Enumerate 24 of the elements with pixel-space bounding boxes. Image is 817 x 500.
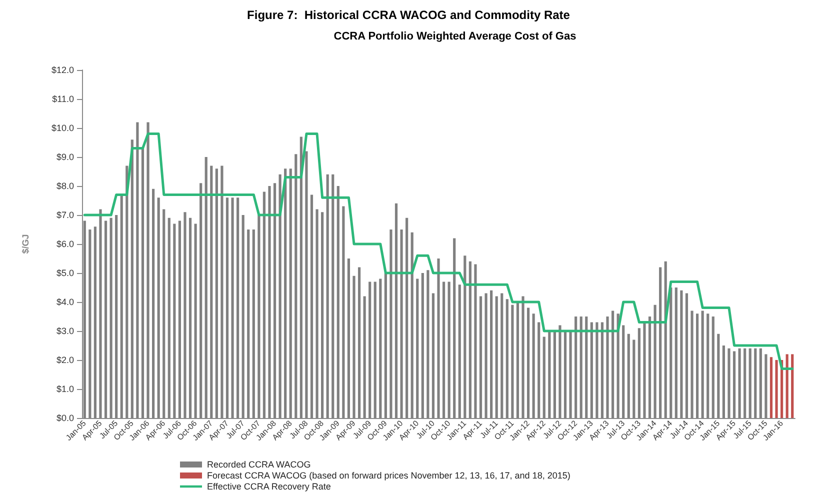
y-tick-label: $3.0 [56, 326, 74, 336]
bar [791, 354, 794, 418]
y-tick-label: $0.0 [56, 413, 74, 423]
y-tick-label: $12.0 [51, 65, 74, 75]
y-tick-label: $9.0 [56, 152, 74, 162]
chart-subtitle: CCRA Portfolio Weighted Average Cost of Gas [334, 30, 576, 42]
y-tick-label: $7.0 [56, 210, 74, 220]
line-series [83, 132, 794, 370]
y-tick-label: $11.0 [52, 94, 74, 104]
y-tick-label: $6.0 [56, 239, 74, 249]
chart-title: Figure 7: Historical CCRA WACOG and Commodity Rate [247, 8, 570, 22]
legend-label: Effective CCRA Recovery Rate [207, 482, 331, 492]
y-tick-label: $8.0 [56, 181, 74, 191]
bar [770, 357, 773, 418]
y-tick-label: $10.0 [51, 123, 74, 133]
bar [775, 360, 778, 418]
y-tick-label: $4.0 [56, 297, 74, 307]
legend-label: Forecast CCRA WACOG (based on forward prices November 12, 13, 16, 17, and 18, 2015) [207, 470, 570, 480]
legend-label: Recorded CCRA WACOG [207, 460, 311, 470]
y-tick-label: $5.0 [56, 268, 74, 278]
y-tick-label: $2.0 [56, 355, 74, 365]
bar [786, 354, 788, 418]
y-axis-title: $/GJ [20, 234, 30, 254]
y-tick-label: $1.0 [56, 384, 74, 394]
